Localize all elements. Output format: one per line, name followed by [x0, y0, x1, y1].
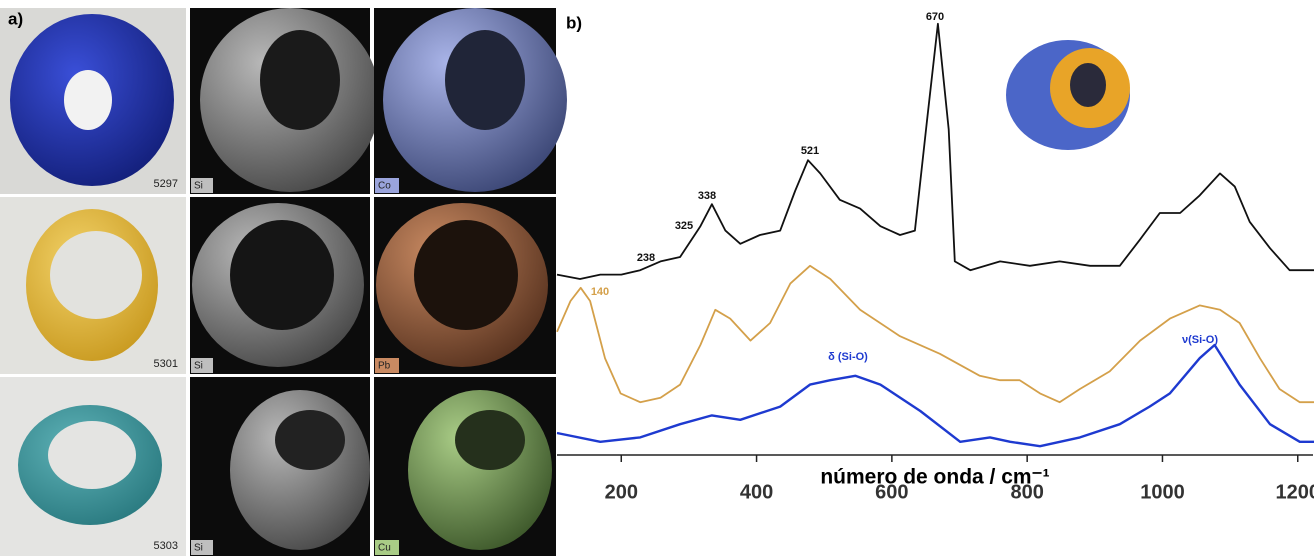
- peak-label: 521: [801, 145, 819, 157]
- element-tag: Co: [378, 181, 391, 192]
- element-tag: Si: [194, 181, 203, 192]
- photo-grid: a) 5297 5301 5303 Si Co Si Pb Si Cu: [0, 8, 567, 556]
- figure: a) 5297 5301 5303 Si Co Si Pb Si Cu b) n…: [0, 0, 1314, 556]
- bead-hole: [445, 30, 525, 130]
- page: a) 5297 5301 5303 Si Co Si Pb Si Cu b) n…: [0, 0, 1314, 556]
- bead-hole: [64, 70, 112, 130]
- element-tag: Pb: [378, 361, 391, 372]
- inset-shape: [1070, 63, 1106, 107]
- peak-label: 338: [698, 190, 716, 202]
- bead-hole: [455, 410, 525, 470]
- x-tick-label: 200: [605, 481, 638, 503]
- element-tag: Si: [194, 543, 203, 554]
- x-tick-label: 1000: [1140, 481, 1185, 503]
- peak-label: 670: [926, 11, 944, 23]
- panel-label: a): [8, 9, 23, 28]
- peak-label: 140: [591, 286, 609, 298]
- bead-hole: [414, 220, 518, 330]
- panel-label: b): [566, 13, 582, 32]
- sample-id: 5297: [154, 178, 178, 190]
- sample-id: 5303: [154, 540, 178, 552]
- peak-label: 325: [675, 220, 693, 232]
- spectrum-line: [557, 24, 1314, 279]
- peak-label: ν(Si-O): [1182, 334, 1218, 346]
- x-tick-label: 800: [1010, 481, 1043, 503]
- bead-hole: [50, 231, 142, 319]
- bead-hole: [48, 421, 136, 489]
- bead-hole: [230, 220, 334, 330]
- element-tag: Cu: [378, 543, 391, 554]
- bead-hole: [275, 410, 345, 470]
- inset-bead: [1006, 40, 1130, 150]
- x-tick-label: 600: [875, 481, 908, 503]
- x-tick-label: 400: [740, 481, 773, 503]
- peak-label: δ (Si-O): [828, 351, 868, 363]
- spectrum-line: [557, 345, 1314, 446]
- bead-hole: [260, 30, 340, 130]
- peak-label: 238: [637, 252, 655, 264]
- element-tag: Si: [194, 361, 203, 372]
- sample-id: 5301: [154, 358, 178, 370]
